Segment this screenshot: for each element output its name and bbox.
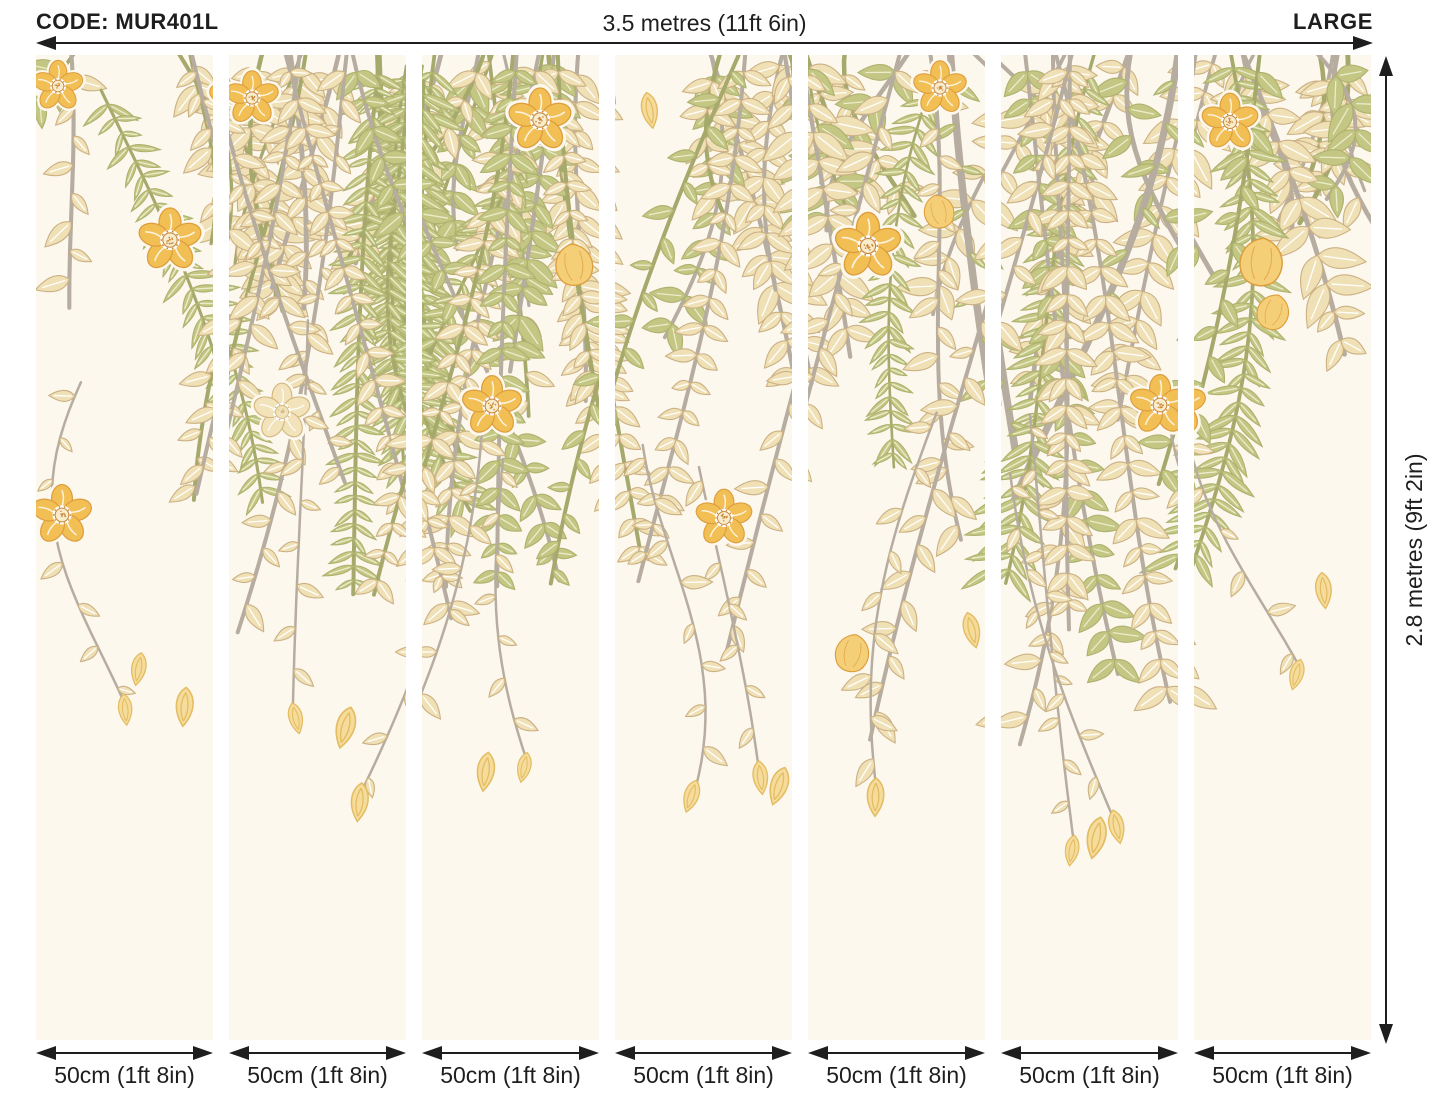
arrowhead-right-icon [772,1046,792,1060]
arrowhead-right-icon [1351,1046,1371,1060]
product-code: CODE: MUR401L [36,9,219,34]
panel-width-arrow-3 [422,1046,599,1060]
arrowhead-left-icon [1001,1046,1021,1060]
panel-width-label-6: 50cm (1ft 8in) [1019,1062,1160,1088]
total-width-label: 3.5 metres (11ft 6in) [602,10,807,36]
total-height-arrow [1379,56,1393,1044]
arrowhead-up-icon [1379,56,1393,76]
arrowhead-left-icon [808,1046,828,1060]
floral-artwork [422,55,599,1040]
arrowhead-left-icon [229,1046,249,1060]
panel-width-label-7: 50cm (1ft 8in) [1212,1062,1353,1088]
mural-panel-7 [1194,55,1371,1040]
size-badge: LARGE [1293,9,1373,34]
panel-width-arrow-6 [1001,1046,1178,1060]
mural-panel-2 [229,55,406,1040]
panel-width-arrow-2 [229,1046,406,1060]
arrowhead-left-icon [36,1046,56,1060]
arrowhead-left-icon [422,1046,442,1060]
floral-artwork [615,55,792,1040]
arrowhead-left-icon [1194,1046,1214,1060]
arrow-line [1384,61,1388,1039]
panel-width-label-5: 50cm (1ft 8in) [826,1062,967,1088]
total-width-arrow [36,36,1373,50]
arrowhead-left-icon [615,1046,635,1060]
panel-width-arrow-4 [615,1046,792,1060]
panel-width-arrow-7 [1194,1046,1371,1060]
floral-artwork [1194,55,1371,1040]
mural-panel-6 [1001,55,1178,1040]
arrowhead-right-icon [386,1046,406,1060]
arrowhead-left-icon [36,36,56,50]
arrowhead-right-icon [1158,1046,1178,1060]
panel-width-label-3: 50cm (1ft 8in) [440,1062,581,1088]
arrowhead-down-icon [1379,1024,1393,1044]
panel-width-arrow-1 [36,1046,213,1060]
panel-width-label-4: 50cm (1ft 8in) [633,1062,774,1088]
arrowhead-right-icon [579,1046,599,1060]
floral-artwork [1001,55,1178,1040]
arrow-line [41,41,1368,45]
total-height-label: 2.8 metres (9ft 2in) [1401,453,1427,647]
panel-width-label-2: 50cm (1ft 8in) [247,1062,388,1088]
panel-width-arrow-5 [808,1046,985,1060]
mural-panel-5 [808,55,985,1040]
mural-panel-1 [36,55,213,1040]
arrowhead-right-icon [965,1046,985,1060]
floral-artwork [808,55,985,1040]
arrowhead-right-icon [193,1046,213,1060]
panel-width-label-1: 50cm (1ft 8in) [54,1062,195,1088]
floral-artwork [36,55,213,1040]
floral-artwork [229,55,406,1040]
mural-panel-3 [422,55,599,1040]
mural-panel-4 [615,55,792,1040]
arrowhead-right-icon [1353,36,1373,50]
